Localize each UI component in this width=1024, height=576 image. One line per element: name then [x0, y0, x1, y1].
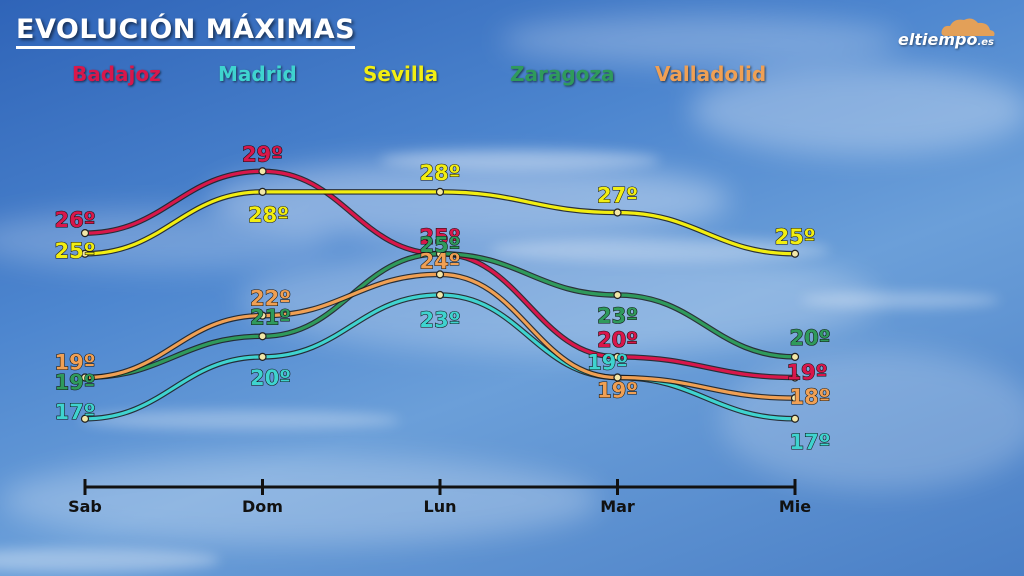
x-tick-label: Dom	[242, 497, 283, 516]
legend-item-badajoz: Badajoz	[72, 62, 161, 86]
brand-name: eltiempo	[898, 30, 978, 49]
data-point-sevilla	[435, 187, 445, 196]
data-point-sevilla	[790, 249, 800, 258]
legend-item-valladolid: Valladolid	[655, 62, 767, 86]
data-label-sevilla: 25º	[54, 239, 95, 263]
data-point-sevilla	[80, 249, 90, 258]
x-axis: Sab Dom Lun Mar Mie	[68, 479, 811, 516]
x-tick-label: Mar	[600, 497, 635, 516]
data-label-badajoz: 29º	[242, 142, 283, 166]
x-tick-label: Sab	[68, 497, 102, 516]
data-point-badajoz	[80, 229, 90, 238]
data-label-valladolid: 22º	[250, 287, 291, 311]
data-point-madrid	[435, 290, 445, 300]
data-point-madrid	[258, 352, 267, 361]
data-label-sevilla: 27º	[597, 184, 638, 208]
data-label-valladolid: 24º	[419, 249, 460, 273]
data-point-madrid	[80, 414, 90, 423]
brand-suffix: .es	[977, 37, 994, 48]
data-point-madrid	[790, 414, 800, 423]
data-label-sevilla: 25º	[774, 225, 815, 249]
data-point-sevilla	[258, 187, 267, 196]
data-label-madrid: 20º	[250, 366, 291, 390]
data-label-madrid: 23º	[419, 308, 460, 332]
data-point-valladolid	[613, 373, 622, 382]
data-label-zaragoza: 25º	[419, 233, 460, 257]
cloud-logo-icon	[941, 18, 995, 36]
data-label-badajoz: 25º	[419, 225, 460, 249]
data-label-valladolid: 19º	[597, 379, 638, 403]
x-tick-label: Mie	[779, 497, 811, 516]
legend-item-zaragoza: Zaragoza	[510, 62, 615, 86]
data-label-zaragoza: 23º	[597, 304, 638, 328]
data-point-badajoz	[613, 352, 622, 361]
data-point-sevilla	[613, 208, 622, 217]
data-label-valladolid: 18º	[789, 385, 830, 409]
data-point-valladolid	[80, 373, 90, 382]
data-point-valladolid	[435, 270, 445, 279]
data-point-zaragoza	[258, 332, 267, 341]
data-label-valladolid: 19º	[54, 351, 95, 375]
legend-item-madrid: Madrid	[218, 62, 297, 86]
data-label-badajoz: 19º	[786, 361, 827, 385]
data-label-madrid: 19º	[587, 351, 628, 375]
data-labels: 26º29º25º20º19º17º20º23º19º17º25º28º28º2…	[54, 142, 831, 455]
data-point-zaragoza	[435, 249, 445, 258]
data-point-zaragoza	[790, 352, 800, 361]
data-label-madrid: 17º	[54, 400, 95, 424]
data-point-badajoz	[790, 373, 800, 382]
data-point-valladolid	[258, 311, 267, 320]
data-label-zaragoza: 19º	[54, 371, 95, 395]
data-point-zaragoza	[613, 290, 622, 300]
data-point-valladolid	[790, 394, 800, 403]
series-points	[80, 167, 800, 423]
x-tick-label: Lun	[424, 497, 457, 516]
data-label-zaragoza: 20º	[789, 326, 830, 350]
data-label-badajoz: 26º	[54, 208, 95, 232]
data-point-badajoz	[258, 167, 267, 176]
data-label-sevilla: 28º	[419, 161, 460, 185]
page-title: EVOLUCIÓN MÁXIMAS	[16, 14, 356, 49]
brand-logo: eltiempo.es	[898, 30, 994, 49]
data-label-zaragoza: 21º	[250, 305, 291, 329]
legend-item-sevilla: Sevilla	[363, 62, 439, 86]
data-label-badajoz: 20º	[597, 328, 638, 352]
data-label-sevilla: 28º	[248, 203, 289, 227]
data-label-madrid: 17º	[789, 430, 830, 454]
